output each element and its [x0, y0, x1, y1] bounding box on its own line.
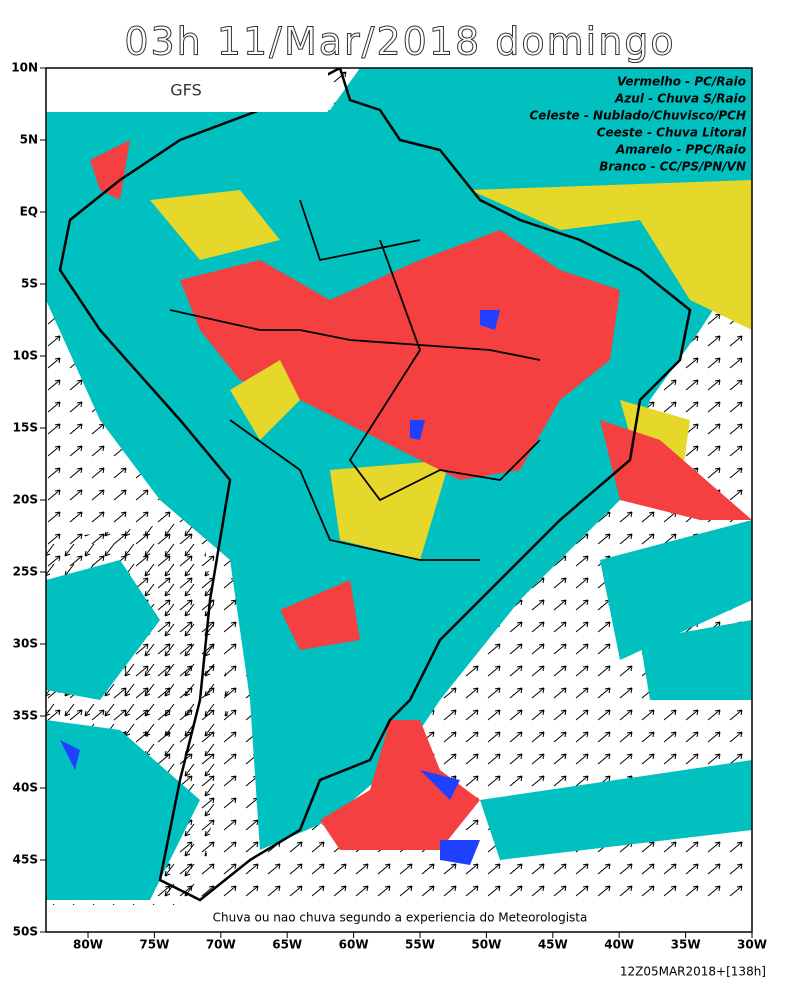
lon-label: 50W [471, 938, 501, 952]
lon-label: 40W [604, 938, 634, 952]
lat-label: 45S [13, 853, 38, 867]
lon-label: 65W [272, 938, 302, 952]
lon-label: 80W [73, 938, 103, 952]
lon-label: 70W [206, 938, 236, 952]
legend: Vermelho - PC/Raio Azul - Chuva S/Raio Cel… [529, 75, 746, 174]
lon-label: 35W [671, 938, 701, 952]
lon-label: 55W [405, 938, 435, 952]
legend-entry: Amarelo - PPC/Raio [615, 143, 746, 157]
map-field [46, 68, 752, 932]
legend-entry: Azul - Chuva S/Raio [614, 92, 746, 106]
lat-label: 40S [13, 781, 38, 795]
lat-label: 25S [13, 565, 38, 579]
model-label: GFS [170, 81, 201, 100]
lat-label: 15S [13, 421, 38, 435]
legend-entry: Ceeste - Chuva Litoral [597, 126, 747, 140]
lat-label: 5S [21, 277, 38, 291]
lat-label: 35S [13, 709, 38, 723]
legend-entry: Branco - CC/PS/PN/VN [599, 160, 746, 174]
legend-entry: Vermelho - PC/Raio [617, 75, 746, 89]
legend-entry: Celeste - Nublado/Chuvisco/PCH [529, 109, 746, 123]
lon-label: 45W [538, 938, 568, 952]
lat-label: EQ [20, 205, 38, 219]
lon-label: 75W [139, 938, 169, 952]
lon-label: 60W [339, 938, 369, 952]
lat-label: 10N [11, 61, 38, 75]
map-title: 03h 11/Mar/2018 domingo [124, 20, 675, 64]
axis-ticks: 10N 5N EQ 5S 10S 15S 20S 25S 30S 35S 40S 45S 50S 80W 7… [11, 61, 767, 952]
lat-label: 5N [20, 133, 38, 147]
caption: Chuva ou nao chuva segundo a experiencia… [213, 911, 588, 925]
lat-label: 50S [13, 925, 38, 939]
model-box [46, 68, 328, 112]
lon-label: 30W [737, 938, 767, 952]
lat-label: 20S [13, 493, 38, 507]
footer: 12Z05MAR2018+[138h] [620, 965, 766, 979]
lat-label: 10S [13, 349, 38, 363]
caption-box [46, 905, 752, 932]
lat-label: 30S [13, 637, 38, 651]
